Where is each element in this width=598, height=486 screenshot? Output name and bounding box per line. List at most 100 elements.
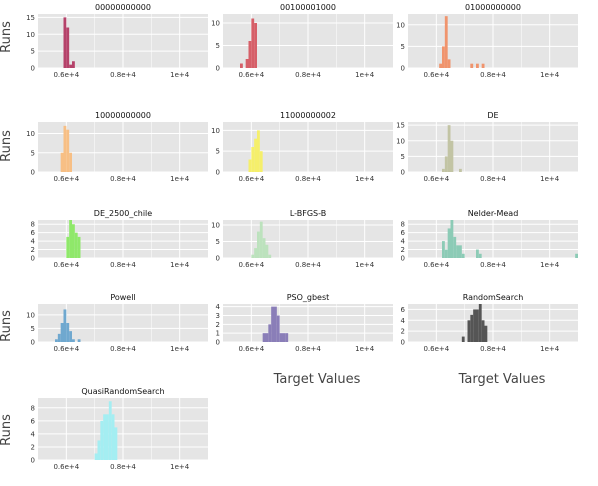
y-tick-label: 4 <box>401 238 406 246</box>
x-tick-label: 0.8e+4 <box>480 71 506 79</box>
y-tick-label: 0 <box>31 339 35 347</box>
histogram-bar <box>100 420 104 460</box>
histogram-bar <box>442 168 445 172</box>
y-tick-label: 10 <box>396 137 405 145</box>
histogram-bar <box>476 249 479 258</box>
y-tick-label: 1 <box>216 330 220 338</box>
panel-title: Nelder-Mead <box>468 209 519 218</box>
x-axis-title-col-2: Target Values <box>273 372 361 387</box>
histogram-bar <box>257 231 260 258</box>
histogram-bar <box>461 253 465 258</box>
histogram-bar <box>444 16 448 68</box>
x-tick-label: 1e+4 <box>355 261 375 269</box>
y-tick-label: 10 <box>211 127 220 135</box>
panel-5: 11000000002 0.6e+4 0.8e+4 1e+4 0 5 10 <box>211 111 393 183</box>
y-tick-label: 2 <box>31 246 35 254</box>
y-axis-title-row-5: Runs <box>0 414 14 446</box>
histogram-bar <box>259 151 263 172</box>
histogram-bar <box>439 63 442 68</box>
x-tick-label: 0.6e+4 <box>53 261 79 269</box>
x-axis-title-col-3: Target Values <box>458 372 546 387</box>
histogram-bar <box>60 152 64 172</box>
panel-title: QuasiRandomSearch <box>81 387 164 396</box>
histogram-bar <box>72 339 75 342</box>
histogram-bar <box>442 46 445 68</box>
histogram-bar <box>72 61 75 68</box>
x-tick-label: 1e+4 <box>540 175 560 183</box>
histogram-bar <box>74 232 78 258</box>
x-tick-label: 1e+4 <box>170 71 190 79</box>
histogram-bar <box>106 414 109 460</box>
histogram-bar <box>77 236 81 258</box>
histogram-bar <box>285 333 289 342</box>
histogram-bar <box>262 238 266 258</box>
y-tick-label: 5 <box>31 48 35 56</box>
histogram-bar <box>257 130 260 172</box>
y-tick-label: 4 <box>216 303 221 311</box>
histogram-bar <box>55 339 58 342</box>
histogram-bar <box>69 64 72 68</box>
x-tick-label: 0.6e+4 <box>53 345 79 353</box>
x-tick-label: 1e+4 <box>540 345 560 353</box>
x-tick-label: 0.8e+4 <box>295 175 321 183</box>
y-tick-label: 0 <box>31 169 35 177</box>
y-tick-label: 4 <box>31 238 36 246</box>
x-tick-label: 0.6e+4 <box>53 175 79 183</box>
histogram-bar <box>268 254 272 258</box>
histogram-bar <box>60 323 64 342</box>
y-tick-label: 10 <box>211 20 220 28</box>
histogram-bar <box>69 220 72 258</box>
panel-title: 11000000002 <box>280 111 336 120</box>
y-tick-label: 0 <box>401 169 405 177</box>
histogram-bar <box>476 309 479 342</box>
y-tick-label: 0 <box>31 65 35 73</box>
x-tick-label: 1e+4 <box>355 345 375 353</box>
y-tick-label: 10 <box>396 21 405 29</box>
y-tick-label: 0 <box>216 65 220 73</box>
x-tick-label: 1e+4 <box>540 71 560 79</box>
y-tick-label: 10 <box>26 311 35 319</box>
histogram-bar <box>447 59 451 68</box>
x-tick-label: 0.6e+4 <box>53 463 79 471</box>
histogram-bar <box>282 333 286 342</box>
x-tick-label: 0.8e+4 <box>295 261 321 269</box>
y-tick-label: 6 <box>31 229 36 237</box>
x-tick-label: 1e+4 <box>355 71 375 79</box>
x-tick-label: 1e+4 <box>170 463 190 471</box>
histogram-bar <box>481 320 485 342</box>
histogram-bar <box>279 333 283 342</box>
histogram-bar <box>66 27 70 68</box>
y-tick-label: 8 <box>31 221 35 229</box>
x-tick-label: 1e+4 <box>540 261 560 269</box>
histogram-bar <box>251 254 255 258</box>
histogram-bar <box>459 245 462 258</box>
panel-title: 00100001000 <box>280 3 336 12</box>
y-tick-label: 3 <box>216 312 220 320</box>
histogram-bar <box>450 140 454 172</box>
histogram-bar <box>265 244 269 258</box>
x-tick-label: 0.8e+4 <box>110 175 136 183</box>
y-tick-label: 0 <box>31 255 35 263</box>
histogram-bar <box>447 228 451 258</box>
x-tick-label: 0.6e+4 <box>423 71 449 79</box>
x-tick-label: 0.8e+4 <box>480 261 506 269</box>
y-tick-label: 2 <box>31 443 35 451</box>
y-tick-label: 5 <box>216 148 220 156</box>
histogram-bar <box>470 314 474 342</box>
histogram-bar <box>254 23 257 68</box>
y-axis-title-row-1: Runs <box>0 21 14 53</box>
y-tick-label: 15 <box>26 14 35 22</box>
histogram-bar <box>245 59 249 68</box>
y-tick-label: 4 <box>31 430 36 438</box>
histogram-bar <box>94 453 98 460</box>
x-tick-label: 1e+4 <box>170 345 190 353</box>
y-tick-label: 5 <box>401 43 405 51</box>
histogram-bar <box>69 331 72 342</box>
y-tick-label: 8 <box>31 404 35 412</box>
panel-2: 00100001000 0.6e+4 0.8e+4 1e+4 0 5 10 <box>211 3 393 79</box>
histogram-bar <box>66 129 70 172</box>
panel-title: RandomSearch <box>463 293 524 302</box>
histogram-bar <box>447 125 451 172</box>
